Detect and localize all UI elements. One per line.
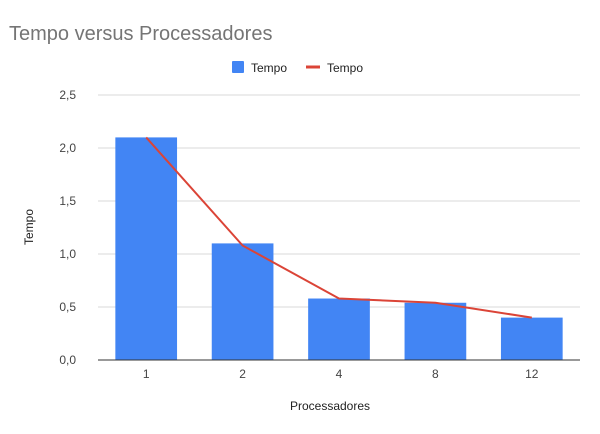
y-tick-label: 2,5 [59,88,76,102]
chart-title: Tempo versus Processadores [9,23,272,45]
y-tick-label: 2,0 [59,141,76,155]
bar [404,302,467,360]
line-series [145,136,532,319]
x-tick-label: 8 [432,367,439,381]
y-tick-label: 1,0 [59,247,76,261]
bar [211,243,274,360]
gridlines [98,94,580,308]
legend-item-line: Tempo [306,61,363,75]
bar [308,298,370,360]
legend-label-bar: Tempo [251,61,287,75]
x-tick-label: 2 [239,367,246,381]
x-tick-label: 12 [525,367,539,381]
legend-swatch-bar [232,61,244,73]
legend-item-bar: Tempo [232,61,287,75]
bar [115,137,178,360]
y-tick-label: 0,0 [59,353,76,367]
y-axis-ticks: 0,0 0,5 1,0 1,5 2,0 2,5 [59,88,76,367]
legend-label-line: Tempo [327,61,363,75]
legend: Tempo Tempo [232,61,363,75]
y-tick-label: 1,5 [59,194,76,208]
y-tick-label: 0,5 [59,300,76,314]
series-line [145,136,532,319]
x-tick-label: 1 [143,367,150,381]
x-axis-ticks: 1 2 4 8 12 [143,367,539,381]
y-axis-title: Tempo [22,209,36,245]
bar-series [115,137,563,360]
x-tick-label: 4 [336,367,343,381]
bar [500,317,563,360]
x-axis-title: Processadores [290,399,370,413]
